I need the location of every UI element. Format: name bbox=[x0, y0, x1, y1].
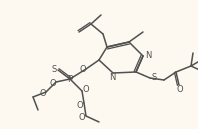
Text: P: P bbox=[67, 75, 73, 84]
Text: O: O bbox=[77, 100, 83, 110]
Text: S: S bbox=[51, 64, 57, 74]
Text: S: S bbox=[151, 74, 157, 83]
Text: O: O bbox=[79, 112, 85, 122]
Text: N: N bbox=[145, 50, 151, 59]
Text: O: O bbox=[40, 88, 46, 98]
Text: N: N bbox=[109, 74, 115, 83]
Text: O: O bbox=[83, 86, 89, 95]
Text: O: O bbox=[80, 66, 86, 75]
Text: O: O bbox=[177, 86, 183, 95]
Text: O: O bbox=[50, 79, 56, 87]
